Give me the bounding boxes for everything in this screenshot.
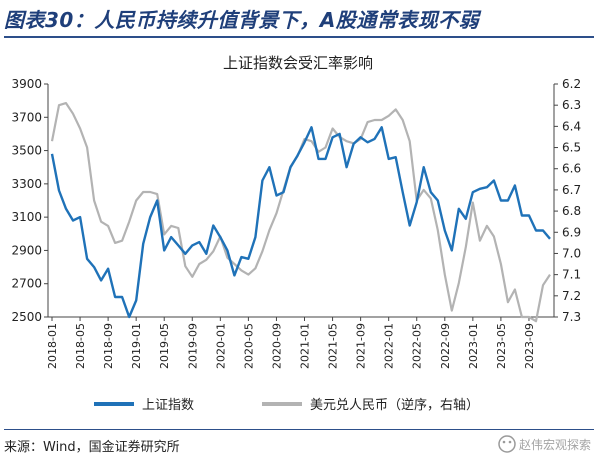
x-tick-label: 2023-01 (467, 323, 480, 369)
bottom-rule (4, 429, 594, 430)
right-tick-label: 6.5 (562, 141, 581, 155)
x-tick-label: 2020-09 (270, 323, 283, 369)
x-tick-label: 2022-09 (439, 323, 452, 369)
x-tick-label: 2022-05 (411, 323, 424, 369)
x-axis: 2018-01 2018-05 2018-09 2019-01 2019-05 2019-… (46, 316, 554, 369)
legend-label-usdcny: 美元兑人民币（逆序，右轴） (310, 397, 479, 413)
right-tick-label: 6.3 (562, 98, 581, 112)
right-tick-label: 6.8 (562, 204, 581, 218)
x-tick-label: 2023-09 (523, 323, 536, 369)
left-tick-label: 3500 (11, 144, 42, 158)
left-tick-label: 2700 (11, 277, 42, 291)
legend-label-shanghai: 上证指数 (142, 398, 194, 413)
x-tick-label: 2023-05 (495, 323, 508, 369)
x-tick-label: 2020-05 (242, 323, 255, 369)
right-axis: 6.2 6.3 6.4 6.5 6.6 6.7 6.8 6.9 7.0 7.1 7.2 7.3 (553, 77, 581, 324)
right-tick-label: 6.6 (562, 162, 581, 176)
right-tick-label: 7.0 (562, 246, 581, 260)
right-tick-label: 6.7 (562, 183, 581, 197)
left-tick-label: 3900 (11, 77, 42, 91)
left-tick-label: 3100 (11, 210, 42, 224)
right-tick-label: 6.2 (562, 77, 581, 91)
x-tick-label: 2018-09 (102, 323, 115, 369)
left-axis: 2500 2700 2900 3100 3300 3500 3700 3900 (11, 77, 49, 324)
x-tick-label: 2018-05 (74, 323, 87, 369)
x-tick-label: 2021-01 (299, 323, 312, 369)
series-line-usdcny (50, 101, 551, 323)
series-line-shanghai (50, 126, 551, 319)
right-tick-label: 7.3 (562, 310, 581, 324)
source-note: 来源：Wind，国金证券研究所 (4, 440, 180, 455)
watermark-text: 赵伟宏观探索 (519, 437, 591, 452)
right-tick-label: 6.9 (562, 225, 581, 239)
watermark-logo: 赵伟宏观探索 (498, 435, 591, 453)
left-tick-label: 3700 (11, 110, 42, 124)
line-chart: 上证指数会受汇率影响 2500 2700 2900 3100 3300 3500 3700 3… (11, 54, 581, 413)
title-rule (4, 36, 594, 38)
x-tick-label: 2021-09 (355, 323, 368, 369)
x-tick-label: 2021-05 (327, 323, 340, 369)
left-tick-label: 2900 (11, 243, 42, 257)
x-tick-label: 2019-09 (186, 323, 199, 369)
right-tick-label: 6.4 (562, 119, 581, 133)
left-tick-label: 3300 (11, 177, 42, 191)
x-tick-label: 2022-01 (383, 323, 396, 369)
x-tick-label: 2020-01 (214, 323, 227, 369)
left-tick-label: 2500 (11, 310, 42, 324)
legend: 上证指数 美元兑人民币（逆序，右轴） (94, 397, 479, 413)
right-tick-label: 7.1 (562, 268, 581, 282)
x-tick-label: 2019-05 (158, 323, 171, 369)
x-tick-label: 2018-01 (46, 323, 59, 369)
plot-area (50, 101, 551, 323)
x-tick-label: 2019-01 (130, 323, 143, 369)
figure-title: 图表30：人民币持续升值背景下，A股通常表现不弱 (4, 8, 480, 32)
wechat-icon (498, 435, 516, 453)
chart-title: 上证指数会受汇率影响 (223, 54, 373, 72)
right-tick-label: 7.2 (562, 289, 581, 303)
